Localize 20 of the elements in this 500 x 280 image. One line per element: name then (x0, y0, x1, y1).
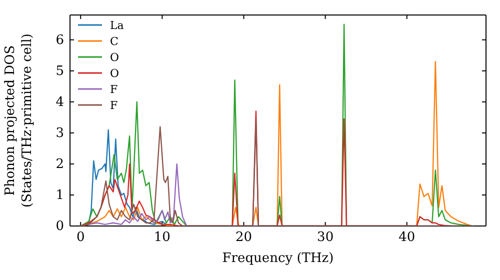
y-tick-label: 2 (56, 157, 64, 172)
x-tick-label: 40 (398, 230, 416, 246)
x-tick-label: 0 (76, 230, 85, 246)
y-axis-title: Phonon projected DOS (States/THz·primitive cell) (3, 33, 35, 208)
legend-label: O (110, 67, 120, 80)
y-tick-label: 6 (56, 32, 64, 48)
y-tick-label: 4 (56, 95, 64, 110)
x-tick-label: 20 (235, 230, 252, 246)
y-tick-label: 0 (56, 219, 64, 234)
y-tick-label: 5 (56, 64, 64, 80)
legend-label: F (110, 83, 118, 96)
legend-label: C (110, 35, 118, 48)
y-tick-label: 3 (56, 126, 64, 142)
x-tick-label: 30 (317, 230, 334, 246)
y-tick-label: 1 (56, 188, 64, 204)
legend-label: F (110, 99, 118, 112)
legend-label: O (110, 51, 120, 64)
legend-label: La (110, 19, 124, 32)
x-tick-label: 10 (154, 230, 170, 246)
x-axis-title: Frequency (THz) (222, 251, 334, 266)
